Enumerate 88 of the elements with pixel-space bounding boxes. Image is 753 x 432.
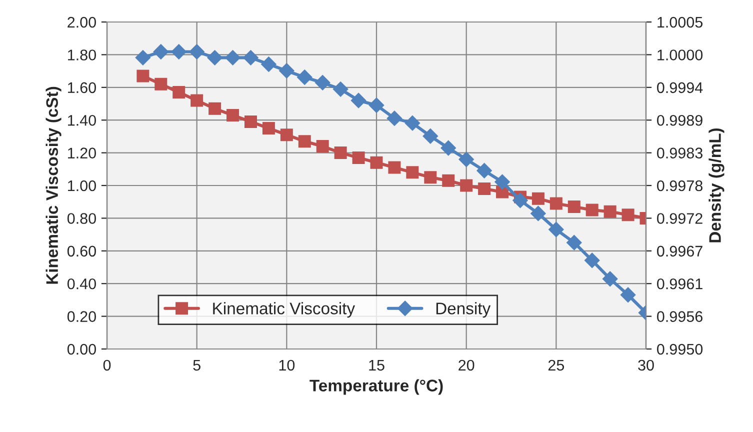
point (315, 75, 330, 90)
point (154, 78, 168, 90)
point (243, 50, 258, 66)
y2-tick-label: 0.9978 (657, 180, 702, 192)
y2-tick-label: 0.9989 (657, 114, 702, 126)
point (550, 197, 562, 210)
point (316, 140, 329, 153)
y-tick-label: 2.00 (68, 16, 96, 28)
point (332, 82, 348, 97)
point (208, 102, 222, 115)
y2-tick-label: 1.0005 (658, 16, 703, 28)
point (622, 208, 634, 222)
x-tick-label: 25 (548, 360, 564, 371)
y-tick-label: 1.40 (68, 114, 96, 126)
y-tick-label: 0.20 (67, 311, 96, 322)
point (620, 287, 636, 302)
point (494, 174, 510, 190)
point (225, 50, 240, 66)
point (424, 171, 437, 184)
y-tick-label: 0.00 (67, 344, 96, 355)
point (297, 70, 312, 85)
y2-tick-label: 0.9983 (657, 148, 702, 158)
point (568, 200, 580, 214)
y-axis-title: Kinematic Viscosity (cSt) (46, 86, 62, 284)
point (386, 110, 402, 126)
point (334, 146, 347, 160)
y2-tick-label: 0.9972 (657, 213, 702, 224)
point (460, 179, 473, 192)
y2-tick-label: 1.0000 (658, 50, 703, 60)
point (207, 50, 222, 66)
y-tick-label: 1.60 (68, 82, 96, 94)
point (298, 135, 311, 148)
y-tick-label: 1.80 (68, 50, 96, 60)
point (512, 192, 528, 208)
x-axis-title: Temperature (°C) (310, 379, 443, 395)
point (136, 70, 150, 82)
point (244, 115, 257, 128)
point (280, 128, 293, 142)
point (548, 222, 564, 238)
y2-tick-label: 0.9950 (657, 344, 703, 355)
point (171, 44, 186, 60)
y2-tick-label: 0.9967 (657, 246, 702, 257)
point (602, 271, 618, 286)
point (406, 166, 419, 179)
point (352, 151, 365, 164)
point (279, 63, 294, 78)
y-tick-label: 1.20 (68, 148, 96, 158)
x-tick-label: 30 (638, 360, 654, 371)
y-tick-label: 0.80 (67, 213, 96, 224)
point (586, 204, 598, 216)
x-tick-label: 5 (193, 360, 200, 371)
point (135, 50, 151, 66)
y2-axis-title: Density (g/mL) (708, 128, 724, 242)
point (262, 122, 275, 135)
point (458, 152, 474, 167)
y-tick-label: 1.00 (68, 180, 96, 192)
point (478, 182, 491, 196)
x-tick-label: 10 (279, 360, 295, 371)
point (388, 161, 401, 174)
point (226, 108, 240, 122)
point (404, 116, 420, 131)
y2-tick-label: 0.9961 (657, 278, 702, 290)
point (370, 156, 383, 169)
y-tick-label: 0.40 (67, 278, 96, 290)
point (422, 128, 438, 144)
point (530, 206, 546, 222)
y2-tick-label: 0.9994 (657, 82, 703, 94)
point (190, 94, 204, 107)
point (532, 192, 544, 205)
point (476, 163, 492, 178)
x-tick-label: 20 (458, 360, 474, 371)
y-tick-label: 0.60 (67, 246, 96, 257)
point (442, 174, 455, 187)
point (584, 252, 600, 268)
point (172, 86, 186, 99)
point (440, 140, 456, 156)
point (368, 98, 384, 113)
x-tick-label: 15 (369, 360, 384, 371)
point (604, 205, 616, 218)
legend-label: Kinematic Viscosity (213, 302, 356, 318)
point (566, 235, 582, 250)
legend-label: Density (436, 302, 491, 318)
point (261, 56, 276, 72)
point (189, 44, 204, 60)
y2-tick-label: 0.9956 (657, 311, 702, 322)
x-tick-label: 0 (103, 360, 111, 371)
point (350, 92, 366, 108)
point (153, 44, 168, 60)
